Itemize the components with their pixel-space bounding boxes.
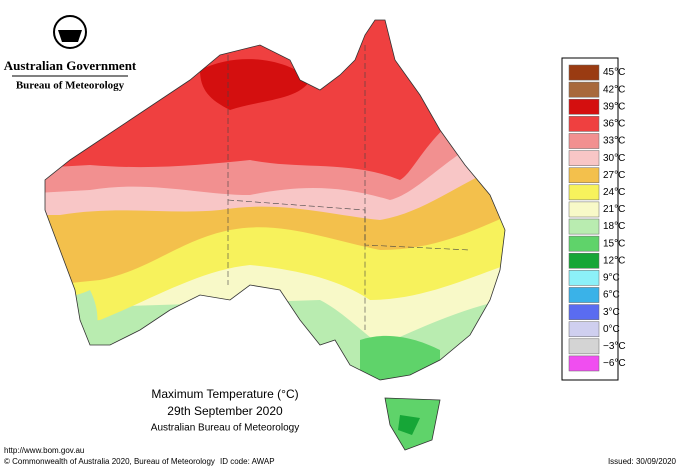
legend-label: 45°C xyxy=(603,67,625,78)
legend-label: 6°C xyxy=(603,290,620,301)
legend-swatch xyxy=(568,270,600,286)
copyright: © Commonwealth of Australia 2020, Bureau… xyxy=(4,457,215,466)
legend: 45°C 42°C 39°C 36°C 33°C 30°C 27°C 24°C 21°C 18°C… xyxy=(568,64,626,372)
legend-swatch xyxy=(568,150,600,166)
legend-swatch xyxy=(568,355,600,372)
legend-swatch xyxy=(568,116,600,132)
legend-label: 0°C xyxy=(603,324,620,335)
legend-swatch xyxy=(568,81,600,98)
caption-source: Australian Bureau of Meteorology xyxy=(151,423,299,434)
legend-swatch xyxy=(568,287,600,303)
legend-label: −3°C xyxy=(603,341,626,352)
legend-label: −6°C xyxy=(603,358,626,369)
legend-swatch xyxy=(568,64,600,81)
legend-label: 18°C xyxy=(603,221,625,232)
legend-swatch xyxy=(568,235,600,252)
caption-title: Maximum Temperature (°C) xyxy=(151,387,298,401)
government: Australian Government xyxy=(4,58,137,73)
legend-swatch xyxy=(568,321,600,338)
caption-date: 29th September 2020 xyxy=(167,404,283,418)
issued: Issued: 30/09/2020 xyxy=(608,457,677,466)
legend-label: 21°C xyxy=(603,204,625,215)
id-code: ID code: AWAP xyxy=(220,457,275,466)
legend-label: 15°C xyxy=(603,238,625,249)
legend-swatch xyxy=(568,338,600,355)
bureau: Bureau of Meteorology xyxy=(16,80,125,92)
legend-label: 36°C xyxy=(603,119,625,130)
legend-swatch xyxy=(568,184,600,201)
legend-label: 24°C xyxy=(603,187,625,198)
legend-label: 33°C xyxy=(603,136,625,147)
legend-label: 3°C xyxy=(603,307,620,318)
crest xyxy=(53,15,87,49)
legend-swatch xyxy=(568,98,600,115)
url: http://www.bom.gov.au xyxy=(4,446,84,455)
legend-swatch xyxy=(568,201,600,218)
legend-swatch xyxy=(568,218,600,235)
legend-swatch xyxy=(568,167,600,184)
legend-swatch xyxy=(568,133,600,149)
legend-label: 27°C xyxy=(603,170,625,181)
legend-label: 30°C xyxy=(603,153,625,164)
legend-swatch xyxy=(568,252,600,269)
legend-label: 9°C xyxy=(603,273,620,284)
legend-label: 39°C xyxy=(603,101,625,112)
legend-label: 12°C xyxy=(603,255,625,266)
legend-swatch xyxy=(568,304,600,320)
legend-label: 42°C xyxy=(603,84,625,95)
